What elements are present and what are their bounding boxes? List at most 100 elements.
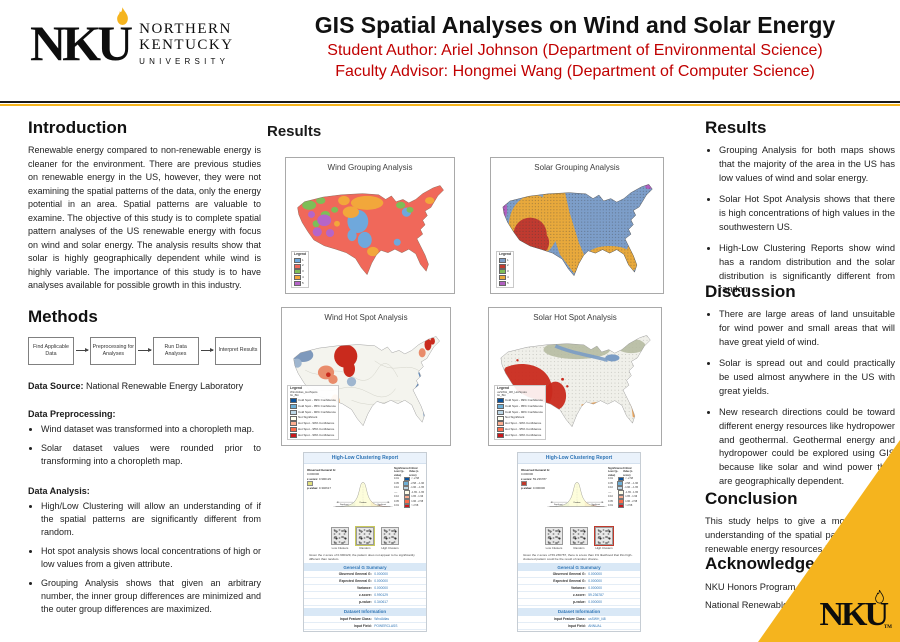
figure-title: Wind Hot Spot Analysis [324,313,408,322]
legend-color-chip [290,409,297,415]
acknowledgement-item: NKU Honors Program [705,582,796,592]
legend-color-chip [294,257,301,263]
results-figures-heading: Results [267,123,322,140]
report-title: High-Low Clustering Report [518,453,640,464]
legend-field-name: Gi_Bin [290,393,300,398]
report-caption: Given the z-score of 59.236787, there is… [523,552,633,561]
summary-heading: General G Summary [518,563,640,572]
figure-title: Wind Grouping Analysis [327,163,413,172]
legend-color-chip [497,427,504,433]
flow-step: Interpret Results [214,336,261,365]
wind-clustering-report: High-Low Clustering Report Observed Gene… [303,452,427,632]
preprocessing-list: Wind dataset was transformed into a chor… [28,423,261,468]
legend-layer-name: WindAtlas_HotSpots [290,389,318,394]
left-column: Introduction Renewable energy compared t… [28,118,261,622]
random-thumb [355,526,375,546]
bullet-item: Grouping Analysis for both maps shows th… [719,144,895,186]
nku-acronym: NKU [30,15,133,71]
solar-grouping-map [502,184,653,277]
university-name-line: NORTHERN [139,20,232,37]
legend-entry: Cold Spot - 99% Confidence [497,398,543,404]
bullet-item: Solar Hot Spot Analysis shows that there… [719,193,895,235]
legend-entry: 4 [499,275,511,281]
bullet-item: There are large areas of land unsuitable… [719,308,895,350]
legend-title: Legend [497,386,510,391]
results-heading: Results [705,118,767,137]
legend-entry: Cold Spot - 95% Confidence [497,404,543,410]
legend-color-chip [497,421,504,427]
random-thumb [570,527,588,545]
bullet-item: Grouping Analysis shows that given an ar… [41,577,261,616]
bullet-item: Solar is spread out and could practicall… [719,357,895,399]
wind-hotspot-figure: Wind Hot Spot Analysis [281,307,451,446]
bell-curve-panel: Observed General G: 0.000000 z-score: 0.… [304,464,426,526]
legend-entry: Hot Spot - 90% Confidence [290,421,336,427]
analysis-heading: Data Analysis: [28,485,90,496]
legend-entry: Cold Spot - 90% Confidence [497,409,543,415]
introduction-heading: Introduction [28,118,128,137]
map-legend: Legend 1 2 3 4 5 [496,251,515,288]
preprocessing-heading: Data Preprocessing: [28,408,116,419]
bullet-item: Hot spot analysis shows local concentrat… [41,545,261,571]
legend-entry: 2 [499,263,511,269]
wind-grouping-figure: Wind Grouping Analysis Legend 1 2 3 4 5 [285,157,455,294]
legend-entry: Hot Spot - 95% Confidence [497,427,543,433]
bullet-item: Wind dataset was transformed into a chor… [41,423,261,436]
data-source-line: Data Source: National Renewable Energy L… [28,381,261,391]
flow-step: Run Data Analyses [152,336,199,365]
legend-entry: Not Significant [497,415,543,421]
nku-university-logo: NKU NORTHERN KENTUCKY UNIVERSITY [30,7,234,71]
analysis-list: High/Low Clustering will allow an unders… [28,500,261,616]
legend-color-chip [294,269,301,275]
discussion-list: There are large areas of land unsuitable… [705,308,895,489]
bullet-item: New research directions could be toward … [719,406,895,490]
low-clusters-thumb [331,527,349,545]
legend-color-chip [294,275,301,281]
bullet-item: High/Low Clustering will allow an unders… [41,500,261,539]
solar-clustering-report: High-Low Clustering Report Observed Gene… [517,452,641,632]
legend-entry: 3 [294,269,306,275]
discussion-heading: Discussion [705,282,796,301]
bell-curve-chart: Significant Random Significant [547,482,607,507]
z-score-marker [521,481,527,486]
introduction-body: Renewable energy compared to non-renewab… [28,145,261,290]
cluster-thumbnails: Low Clusters Random High Clusters [518,526,640,550]
arrow-right-icon [138,348,153,352]
legend-entry: Cold Spot - 99% Confidence [290,398,336,404]
report-stats: Observed General G: 0.000000 z-score: 59… [521,468,550,490]
map-legend: Legend WindAtlas_HotSpots Gi_Bin Cold Sp… [287,385,339,440]
results-text-section: Results Grouping Analysis for both maps … [705,118,895,304]
low-clusters-thumb [545,527,563,545]
map-legend: Legend 1 2 3 4 5 [291,251,310,288]
report-title: High-Low Clustering Report [304,453,426,464]
svg-text:Significant: Significant [554,503,563,506]
legend-entry: 4 [294,275,306,281]
university-name-line: UNIVERSITY [139,56,230,66]
legend-entry: 1 [499,257,511,263]
legend-color-chip [497,433,504,438]
legend-color-chip [294,263,301,269]
header-divider-gold [0,104,900,106]
data-source-value: National Renewable Energy Laboratory [86,380,244,391]
report-stats: Observed General G: 0.000000 z-score: 0.… [307,468,336,490]
legend-color-chip [499,275,506,281]
legend-entry: 2 [294,263,306,269]
results-list: Grouping Analysis for both maps shows th… [705,144,895,297]
svg-text:Random: Random [573,502,580,504]
figure-title: Solar Grouping Analysis [534,163,620,172]
bullet-item: High-Low Clustering Reports show wind ha… [719,242,895,298]
legend-entry: 5 [499,281,511,286]
legend-entry: Hot Spot - 95% Confidence [290,427,336,433]
svg-text:Significant: Significant [340,503,349,506]
svg-text:Random: Random [359,502,366,504]
legend-color-chip [499,263,506,269]
discussion-section: Discussion There are large areas of land… [705,282,895,496]
poster-title: GIS Spatial Analyses on Wind and Solar E… [314,12,836,38]
legend-entry: Hot Spot - 99% Confidence [497,433,543,438]
flame-icon [117,7,128,25]
data-source-label: Data Source: [28,380,84,391]
legend-color-chip [290,433,297,438]
legend-entry: Not Significant [290,415,336,421]
arrow-right-icon [200,348,215,352]
legend-color-chip [290,415,297,421]
